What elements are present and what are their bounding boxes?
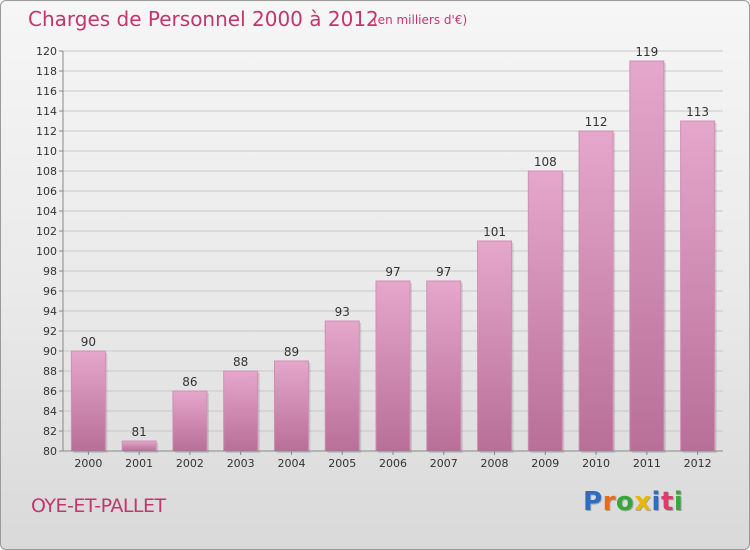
chart-subtitle: (en milliers d'€) [373,13,468,27]
x-tick-label: 2004 [277,457,305,470]
bar [273,360,309,452]
bar [477,240,513,452]
y-tick-label: 106 [36,185,57,198]
logo-letter: P [583,487,603,517]
y-tick-label: 118 [36,65,57,78]
bar-value-label: 90 [81,335,96,349]
x-tick-label: 2009 [531,457,559,470]
bar [527,170,563,452]
x-tick-label: 2011 [633,457,661,470]
bar-value-label: 108 [534,155,557,169]
bar [578,130,614,452]
bar [426,280,462,452]
y-tick-label: 114 [36,105,57,118]
bar [223,370,259,452]
bar [680,120,716,452]
commune-name: OYE-ET-PALLET [31,495,166,517]
logo-letter: r [602,487,616,517]
y-tick-label: 120 [36,45,57,58]
y-tick-label: 110 [36,145,57,158]
y-tick-label: 108 [36,165,57,178]
x-tick-label: 2001 [125,457,153,470]
bars: 90 81 86 88 89 93 97 97 101 108 112 119 113 [70,45,717,453]
y-tick-label: 112 [36,125,57,138]
y-tick-label: 116 [36,85,57,98]
logo-letter: o [615,487,635,517]
x-tick-label: 2002 [176,457,204,470]
y-tick-label: 92 [43,325,57,338]
bar-value-label: 101 [483,225,506,239]
y-tick-label: 98 [43,265,57,278]
y-tick-label: 94 [43,305,57,318]
bar [375,280,411,452]
x-tick-label: 2006 [379,457,407,470]
bar [629,60,665,452]
bar-value-label: 97 [436,265,451,279]
bar-value-label: 86 [182,375,197,389]
x-tick-label: 2003 [227,457,255,470]
bar [121,440,157,452]
y-tick-label: 100 [36,245,57,258]
bar-value-label: 112 [585,115,608,129]
y-tick-label: 104 [36,205,57,218]
x-tick-label: 2008 [481,457,509,470]
y-tick-label: 82 [43,425,57,438]
x-tick-label: 2010 [582,457,610,470]
y-tick-label: 90 [43,345,57,358]
bar-value-label: 113 [686,105,709,119]
bar-value-label: 88 [233,355,248,369]
chart-title: Charges de Personnel 2000 à 2012 [28,7,379,31]
bar-value-label: 119 [635,45,658,59]
y-tick-label: 96 [43,285,57,298]
y-tick-label: 102 [36,225,57,238]
bar [172,390,208,452]
y-tick-label: 86 [43,385,57,398]
bar [324,320,360,452]
x-tick-label: 2012 [684,457,712,470]
bar-value-label: 89 [284,345,299,359]
y-tick-label: 88 [43,365,57,378]
x-tick-label: 2007 [430,457,458,470]
logo-letter: x [634,487,652,517]
bar-value-label: 93 [335,305,350,319]
x-tick-label: 2000 [74,457,102,470]
x-tick-label: 2005 [328,457,356,470]
y-tick-label: 84 [43,405,57,418]
logo-letter: i [673,487,684,517]
bar [70,350,106,452]
bar-value-label: 81 [132,425,147,439]
logo-letter: i [651,487,661,517]
bar-value-label: 97 [385,265,400,279]
logo-letter: t [660,487,674,517]
y-tick-label: 80 [43,445,57,458]
proxiti-logo[interactable]: Proxiti [583,487,683,517]
axes: 80 82 84 86 88 90 92 94 96 98 100 102 104 106 108 110 11… [36,45,723,470]
